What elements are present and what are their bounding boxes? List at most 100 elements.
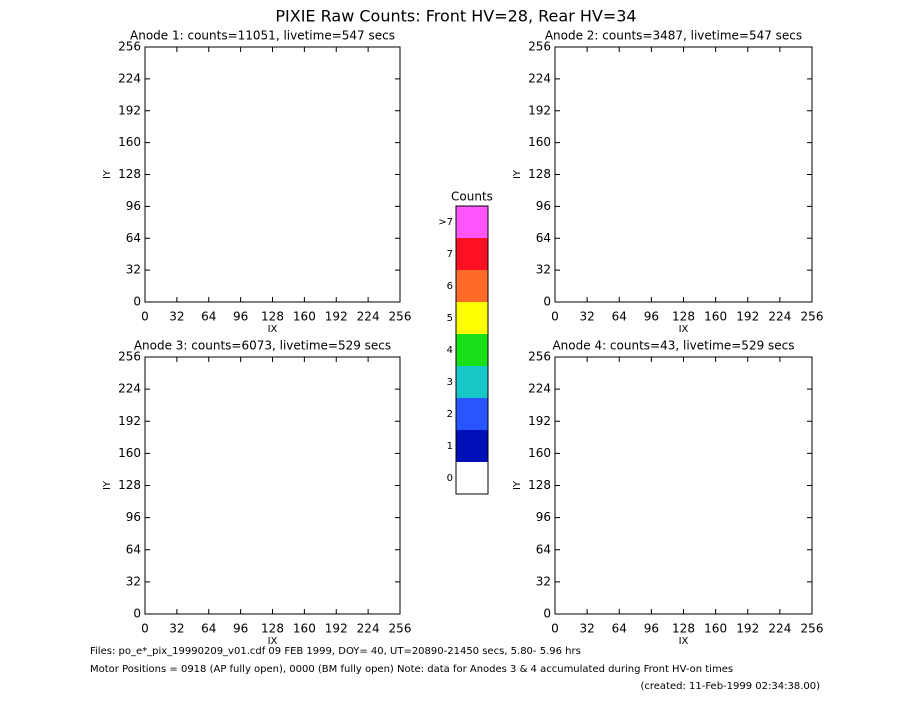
colorbar-box	[456, 398, 488, 430]
y-tick-label: 160	[528, 446, 551, 460]
colorbar-box	[456, 238, 488, 270]
y-axis-label: IY	[512, 480, 523, 490]
colorbar-label: 7	[447, 249, 453, 260]
page-title: PIXIE Raw Counts: Front HV=28, Rear HV=3…	[275, 7, 636, 26]
x-axis-label: IX	[268, 636, 278, 647]
x-tick-label: 192	[325, 622, 348, 636]
y-tick-label: 128	[528, 167, 551, 181]
y-tick-label: 0	[133, 295, 141, 309]
y-tick-label: 192	[528, 103, 551, 117]
x-tick-label: 256	[389, 310, 412, 324]
y-tick-label: 128	[528, 478, 551, 492]
y-tick-label: 224	[118, 382, 141, 396]
colorbar-title: Counts	[451, 190, 493, 204]
x-tick-label: 32	[579, 310, 594, 324]
x-tick-label: 256	[801, 622, 824, 636]
y-tick-label: 256	[118, 40, 141, 54]
x-tick-label: 160	[704, 310, 727, 324]
x-tick-label: 224	[768, 622, 791, 636]
x-tick-label: 224	[768, 310, 791, 324]
x-tick-label: 256	[801, 310, 824, 324]
colorbar-label: 6	[447, 281, 453, 292]
colorbar-label: 4	[447, 345, 453, 356]
y-tick-label: 160	[118, 135, 141, 149]
y-tick-label: 64	[536, 542, 551, 556]
y-tick-label: 0	[543, 295, 551, 309]
y-tick-label: 64	[126, 231, 141, 245]
colorbar-box	[456, 206, 488, 238]
y-tick-label: 192	[528, 414, 551, 428]
y-tick-label: 0	[133, 607, 141, 621]
panel-title: Anode 4: counts=43, livetime=529 secs	[552, 339, 794, 353]
x-tick-label: 224	[357, 622, 380, 636]
y-tick-label: 256	[528, 350, 551, 364]
y-tick-label: 192	[118, 414, 141, 428]
y-tick-label: 64	[126, 542, 141, 556]
y-axis-label: IY	[512, 169, 523, 179]
x-tick-label: 96	[644, 310, 659, 324]
y-tick-label: 32	[536, 263, 551, 277]
x-tick-label: 64	[201, 310, 216, 324]
x-tick-label: 32	[579, 622, 594, 636]
x-tick-label: 64	[201, 622, 216, 636]
x-tick-label: 256	[389, 622, 412, 636]
colorbar-label: >7	[438, 217, 453, 228]
x-tick-label: 64	[612, 310, 627, 324]
x-tick-label: 160	[293, 310, 316, 324]
plot-frame	[554, 46, 813, 303]
x-tick-label: 32	[169, 622, 184, 636]
x-tick-label: 128	[261, 622, 284, 636]
y-tick-label: 128	[118, 167, 141, 181]
x-tick-label: 0	[141, 310, 149, 324]
x-tick-label: 32	[169, 310, 184, 324]
x-tick-label: 128	[261, 310, 284, 324]
x-tick-label: 192	[736, 622, 759, 636]
y-tick-label: 0	[543, 607, 551, 621]
x-axis-label: IX	[679, 324, 689, 335]
colorbar-box	[456, 462, 488, 494]
y-tick-label: 32	[536, 574, 551, 588]
y-tick-label: 192	[118, 103, 141, 117]
panel-title: Anode 1: counts=11051, livetime=547 secs	[130, 29, 395, 43]
x-tick-label: 0	[141, 622, 149, 636]
x-axis-label: IX	[679, 636, 689, 647]
y-tick-label: 96	[126, 199, 141, 213]
y-tick-label: 224	[528, 71, 551, 85]
x-axis-label: IX	[268, 324, 278, 335]
y-tick-label: 160	[528, 135, 551, 149]
colorbar-box	[456, 366, 488, 398]
colorbar-label: 0	[447, 473, 453, 484]
x-tick-label: 160	[704, 622, 727, 636]
y-tick-label: 96	[536, 510, 551, 524]
colorbar-label: 2	[447, 409, 453, 420]
y-tick-label: 64	[536, 231, 551, 245]
x-tick-label: 0	[551, 310, 559, 324]
x-tick-label: 0	[551, 622, 559, 636]
colorbar-box	[456, 430, 488, 462]
y-tick-label: 256	[528, 40, 551, 54]
colorbar-box	[456, 302, 488, 334]
plot-frame	[144, 356, 401, 615]
y-axis-label: IY	[102, 169, 113, 179]
x-tick-label: 64	[612, 622, 627, 636]
colorbar-box	[456, 334, 488, 366]
x-tick-label: 96	[233, 310, 248, 324]
y-axis-label: IY	[102, 480, 113, 490]
x-tick-label: 192	[325, 310, 348, 324]
x-tick-label: 96	[644, 622, 659, 636]
x-tick-label: 128	[672, 310, 695, 324]
x-tick-label: 96	[233, 622, 248, 636]
y-tick-label: 256	[118, 350, 141, 364]
y-tick-label: 128	[118, 478, 141, 492]
y-tick-label: 32	[126, 263, 141, 277]
footer-files: Files: po_e*_pix_19990209_v01.cdf 09 FEB…	[90, 646, 581, 657]
colorbar-label: 5	[447, 313, 453, 324]
y-tick-label: 32	[126, 574, 141, 588]
x-tick-label: 160	[293, 622, 316, 636]
plot-frame	[144, 46, 401, 303]
y-tick-label: 96	[126, 510, 141, 524]
colorbar-box	[456, 270, 488, 302]
x-tick-label: 192	[736, 310, 759, 324]
panel-title: Anode 3: counts=6073, livetime=529 secs	[134, 339, 391, 353]
